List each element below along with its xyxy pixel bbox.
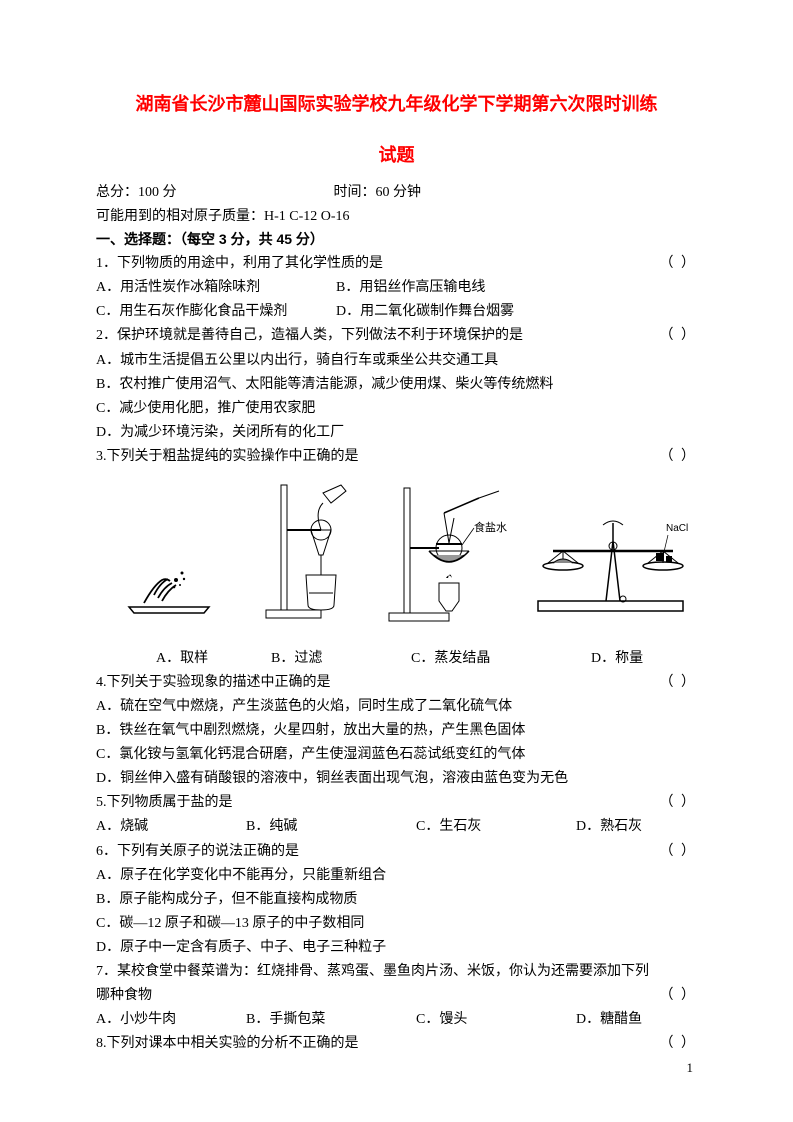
q2-optA: A．城市生活提倡五公里以内出行，骑自行车或乘坐公共交通工具 (96, 349, 697, 373)
diagram-balance: NaCl (528, 511, 693, 621)
q5-opts: A．烧碱 B．纯碱 C．生石灰 D．熟石灰 (96, 815, 697, 839)
q2-stem: 2．保护环境就是善待自己，造福人类，下列做法不利于环境保护的是 （ ） (96, 324, 697, 348)
section-1-header: 一、选择题：（每空 3 分，共 45 分） (96, 228, 697, 252)
q7-stem2-text: 哪种食物 (96, 988, 152, 1003)
q1-optC: C．用生石灰作膨化食品干燥剂 (96, 300, 336, 324)
q5-optD: D．熟石灰 (576, 815, 642, 839)
q3-stem-text: 3.下列关于粗盐提纯的实验操作中正确的是 (96, 449, 359, 464)
q2-optC: C．减少使用化肥，推广使用农家肥 (96, 397, 697, 421)
q3-optC: C．蒸发结晶 (411, 647, 591, 671)
q1-opts-row2: C．用生石灰作膨化食品干燥剂 D．用二氧化碳制作舞台烟雾 (96, 300, 697, 324)
q8-stem-text: 8.下列对课本中相关实验的分析不正确的是 (96, 1036, 359, 1051)
q2-stem-text: 2．保护环境就是善待自己，造福人类，下列做法不利于环境保护的是 (96, 328, 523, 343)
page-number: 1 (687, 1060, 694, 1076)
total-score: 总分：100 分 (96, 185, 177, 200)
q1-optD: D．用二氧化碳制作舞台烟雾 (336, 300, 514, 324)
q1-stem: 1．下列物质的用途中，利用了其化学性质的是 （ ） (96, 252, 697, 276)
diagram-evaporation: 食盐水 (384, 483, 514, 628)
answer-paren: （ ） (660, 791, 698, 815)
q1-optB: B．用铝丝作高压输电线 (336, 276, 485, 300)
time-limit: 时间：60 分钟 (334, 185, 422, 200)
answer-paren: （ ） (660, 984, 698, 1008)
q3-optD: D．称量 (591, 647, 643, 671)
q6-optC: C．碳—12 原子和碳—13 原子的中子数相同 (96, 912, 697, 936)
q7-optC: C．馒头 (416, 1008, 576, 1032)
q4-optC: C．氯化铵与氢氧化钙混合研磨，产生使湿润蓝色石蕊试纸变红的气体 (96, 743, 697, 767)
q5-optA: A．烧碱 (96, 815, 246, 839)
q4-stem-text: 4.下列关于实验现象的描述中正确的是 (96, 675, 331, 690)
label-saltwater: 食盐水 (474, 520, 507, 534)
answer-paren: （ ） (660, 840, 698, 864)
q1-optA: A．用活性炭作冰箱除味剂 (96, 276, 336, 300)
q3-optA: A．取样 (156, 647, 271, 671)
exam-page: 湖南省长沙市麓山国际实验学校九年级化学下学期第六次限时训练 试题 总分：100 … (0, 0, 793, 1086)
q3-stem: 3.下列关于粗盐提纯的实验操作中正确的是 （ ） (96, 445, 697, 469)
q7-optA: A．小炒牛肉 (96, 1008, 246, 1032)
q4-stem: 4.下列关于实验现象的描述中正确的是 （ ） (96, 671, 697, 695)
q6-optA: A．原子在化学变化中不能再分，只能重新组合 (96, 864, 697, 888)
info-atomic-mass: 可能用到的相对原子质量：H-1 C-12 O-16 (96, 205, 697, 229)
q2-optB: B．农村推广使用沼气、太阳能等清洁能源，减少使用煤、柴火等传统燃料 (96, 373, 697, 397)
q7-optB: B．手撕包菜 (246, 1008, 416, 1032)
q4-optD: D．铜丝伸入盛有硝酸银的溶液中，铜丝表面出现气泡，溶液由蓝色变为无色 (96, 767, 697, 791)
q7-stem2: 哪种食物 （ ） (96, 984, 697, 1008)
q6-optD: D．原子中一定含有质子、中子、电子三种粒子 (96, 936, 697, 960)
q3-opts: A．取样 B．过滤 C．蒸发结晶 D．称量 (96, 647, 697, 671)
info-score-time: 总分：100 分 时间：60 分钟 (96, 181, 697, 205)
q7-opts: A．小炒牛肉 B．手撕包菜 C．馒头 D．糖醋鱼 (96, 1008, 697, 1032)
answer-paren: （ ） (660, 445, 698, 469)
q6-stem: 6．下列有关原子的说法正确的是 （ ） (96, 840, 697, 864)
q3-optB: B．过滤 (271, 647, 411, 671)
q7-optD: D．糖醋鱼 (576, 1008, 642, 1032)
label-nacl: NaCl (666, 523, 688, 534)
q5-stem: 5.下列物质属于盐的是 （ ） (96, 791, 697, 815)
diagram-sampling (124, 535, 214, 615)
diagram-filtration (261, 475, 371, 625)
q4-optA: A．硫在空气中燃烧，产生淡蓝色的火焰，同时生成了二氧化硫气体 (96, 695, 697, 719)
q5-optC: C．生石灰 (416, 815, 576, 839)
answer-paren: （ ） (660, 1032, 698, 1056)
answer-paren: （ ） (660, 671, 698, 695)
q2-optD: D．为减少环境污染，关闭所有的化工厂 (96, 421, 697, 445)
title-main: 湖南省长沙市麓山国际实验学校九年级化学下学期第六次限时训练 (96, 90, 697, 119)
q1-opts-row1: A．用活性炭作冰箱除味剂 B．用铝丝作高压输电线 (96, 276, 697, 300)
q1-stem-text: 1．下列物质的用途中，利用了其化学性质的是 (96, 256, 383, 271)
answer-paren: （ ） (660, 252, 698, 276)
q5-optB: B．纯碱 (246, 815, 416, 839)
q3-diagram-area: 食盐水 (96, 475, 697, 645)
q6-stem-text: 6．下列有关原子的说法正确的是 (96, 844, 299, 859)
q5-stem-text: 5.下列物质属于盐的是 (96, 795, 233, 810)
q4-optB: B．铁丝在氧气中剧烈燃烧，火星四射，放出大量的热，产生黑色固体 (96, 719, 697, 743)
q8-stem: 8.下列对课本中相关实验的分析不正确的是 （ ） (96, 1032, 697, 1056)
answer-paren: （ ） (660, 324, 698, 348)
title-sub: 试题 (96, 141, 697, 167)
q6-optB: B．原子能构成分子，但不能直接构成物质 (96, 888, 697, 912)
q7-stem1: 7．某校食堂中餐菜谱为：红烧排骨、蒸鸡蛋、墨鱼肉片汤、米饭，你认为还需要添加下列 (96, 960, 697, 984)
